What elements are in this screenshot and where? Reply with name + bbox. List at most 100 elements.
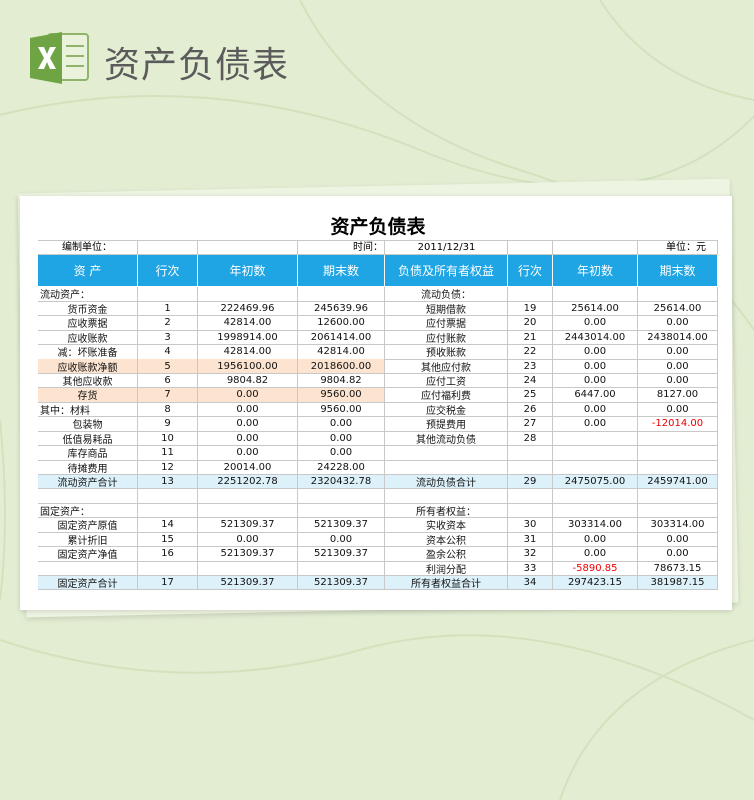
cell: 所有者权益合计	[385, 575, 508, 591]
cell	[553, 431, 638, 447]
cell: 24	[508, 373, 553, 389]
cell: 实收资本	[385, 517, 508, 533]
cell: 负债及所有者权益	[385, 255, 508, 287]
cell: 期末数	[638, 255, 718, 287]
cell: 7	[138, 388, 198, 403]
cell	[198, 561, 298, 577]
cell: 0.00	[198, 445, 298, 461]
cell: 其中：材料	[38, 402, 138, 418]
cell: 2251202.78	[198, 474, 298, 490]
info-date-label: 时间：	[353, 242, 383, 253]
cell: 31	[508, 532, 553, 548]
cell: 0.00	[553, 373, 638, 389]
cell: 预收账款	[385, 344, 508, 360]
cell: 245639.96	[298, 301, 385, 317]
cell	[298, 287, 385, 302]
cell: 17	[138, 575, 198, 591]
cell: 0.00	[638, 373, 718, 389]
cell: 521309.37	[298, 546, 385, 562]
cell	[385, 460, 508, 476]
cell: 8127.00	[638, 388, 718, 403]
cell: 297423.15	[553, 575, 638, 591]
cell	[198, 287, 298, 302]
cell: 资 产	[38, 255, 138, 287]
cell: 303314.00	[638, 517, 718, 533]
cell: 0.00	[553, 359, 638, 375]
cell	[138, 489, 198, 504]
cell: 9804.82	[298, 373, 385, 389]
cell	[298, 561, 385, 577]
cell: 应付福利费	[385, 388, 508, 403]
cell: 9804.82	[198, 373, 298, 389]
cell: 预提费用	[385, 416, 508, 432]
cell	[638, 240, 718, 255]
cell: 0.00	[553, 402, 638, 418]
cell: 0.00	[553, 532, 638, 548]
cell	[38, 561, 138, 577]
cell	[508, 489, 553, 504]
cell: 2438014.00	[638, 330, 718, 346]
cell: 0.00	[553, 416, 638, 432]
cell	[553, 503, 638, 519]
cell: 所有者权益：	[385, 503, 508, 519]
cell: 42814.00	[198, 315, 298, 331]
cell	[638, 431, 718, 447]
cell: 流动资产合计	[38, 474, 138, 490]
cell: 33	[508, 561, 553, 577]
cell	[138, 561, 198, 577]
cell: 0.00	[198, 402, 298, 418]
cell: 2320432.78	[298, 474, 385, 490]
cell: 521309.37	[298, 517, 385, 533]
cell: 28	[508, 431, 553, 447]
cell: 资本公积	[385, 532, 508, 548]
cell: 短期借款	[385, 301, 508, 317]
cell: 10	[138, 431, 198, 447]
excel-icon	[30, 32, 89, 84]
cell: 3	[138, 330, 198, 346]
cell: 应收票据	[38, 315, 138, 331]
page-title: 资产负债表	[104, 45, 290, 86]
cell: 0.00	[198, 532, 298, 548]
cell: 2475075.00	[553, 474, 638, 490]
cell: 流动负债：	[385, 287, 508, 302]
cell: 0.00	[198, 388, 298, 403]
cell: 25614.00	[638, 301, 718, 317]
cell: 0.00	[553, 344, 638, 360]
cell: 23	[508, 359, 553, 375]
cell	[553, 240, 638, 255]
cell: 78673.15	[638, 561, 718, 577]
cell	[198, 503, 298, 519]
cell	[553, 445, 638, 461]
cell: 0.00	[298, 431, 385, 447]
cell: 2443014.00	[553, 330, 638, 346]
cell: 其他流动负债	[385, 431, 508, 447]
cell	[198, 240, 298, 255]
cell: 行次	[138, 255, 198, 287]
cell: 5	[138, 359, 198, 375]
cell: 11	[138, 445, 198, 461]
cell: 盈余公积	[385, 546, 508, 562]
cell: 0.00	[638, 532, 718, 548]
cell: 25614.00	[553, 301, 638, 317]
cell: 1	[138, 301, 198, 317]
cell: 期末数	[298, 255, 385, 287]
cell	[298, 240, 385, 255]
info-currency: 单位：元	[666, 242, 706, 253]
cell: 34	[508, 575, 553, 591]
cell: 0.00	[638, 402, 718, 418]
cell	[508, 460, 553, 476]
cell: 9560.00	[298, 402, 385, 418]
cell: 固定资产净值	[38, 546, 138, 562]
cell: 2018600.00	[298, 359, 385, 375]
cell	[385, 240, 508, 255]
cell: 30	[508, 517, 553, 533]
cell: 26	[508, 402, 553, 418]
cell: 15	[138, 532, 198, 548]
cell: 521309.37	[198, 575, 298, 591]
cell: 42814.00	[298, 344, 385, 360]
cell: 6447.00	[553, 388, 638, 403]
cell: 8	[138, 402, 198, 418]
cell: 21	[508, 330, 553, 346]
cell	[508, 287, 553, 302]
cell: 303314.00	[553, 517, 638, 533]
